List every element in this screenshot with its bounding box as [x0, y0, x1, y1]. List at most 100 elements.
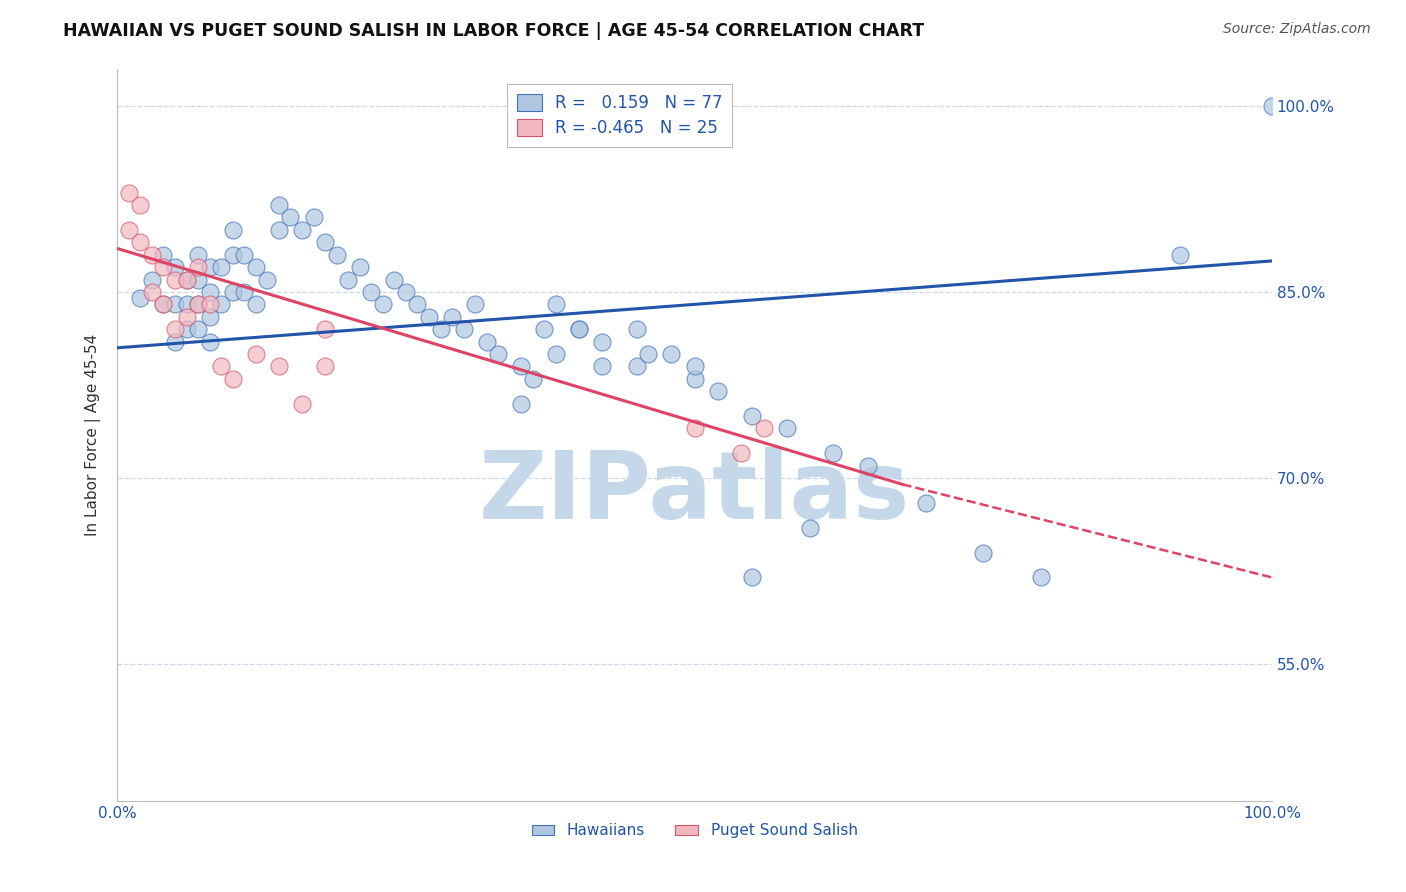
Point [198, 334, 221, 349]
Point [245, 297, 267, 311]
Point [382, 272, 405, 286]
Point [118, 186, 141, 200]
Point [187, 248, 209, 262]
Point [222, 372, 245, 386]
Point [163, 297, 186, 311]
Point [233, 285, 256, 299]
Y-axis label: In Labor Force | Age 45-54: In Labor Force | Age 45-54 [86, 334, 101, 536]
Point [176, 272, 198, 286]
Point [626, 322, 648, 336]
Point [683, 372, 706, 386]
Point [349, 260, 371, 274]
Point [406, 297, 429, 311]
Point [256, 272, 278, 286]
Point [510, 397, 533, 411]
Point [163, 272, 186, 286]
Point [187, 297, 209, 311]
Point [187, 260, 209, 274]
Point [314, 359, 336, 374]
Point [776, 421, 799, 435]
Point [683, 359, 706, 374]
Point [291, 397, 314, 411]
Point [198, 260, 221, 274]
Point [395, 285, 418, 299]
Point [325, 248, 347, 262]
Text: ZIPatlas: ZIPatlas [479, 447, 910, 540]
Point [187, 297, 209, 311]
Point [129, 198, 152, 212]
Point [187, 272, 209, 286]
Point [568, 322, 591, 336]
Point [141, 272, 163, 286]
Point [118, 223, 141, 237]
Point [222, 248, 245, 262]
Point [152, 297, 174, 311]
Point [441, 310, 464, 324]
Point [176, 272, 198, 286]
Point [267, 359, 290, 374]
Point [799, 521, 821, 535]
Point [302, 211, 325, 225]
Point [661, 347, 683, 361]
Point [198, 310, 221, 324]
Point [914, 496, 936, 510]
Point [1261, 99, 1284, 113]
Point [314, 322, 336, 336]
Point [418, 310, 440, 324]
Point [209, 359, 232, 374]
Point [198, 297, 221, 311]
Point [637, 347, 659, 361]
Point [706, 384, 728, 399]
Point [222, 285, 245, 299]
Point [141, 285, 163, 299]
Point [360, 285, 382, 299]
Point [152, 248, 174, 262]
Point [163, 334, 186, 349]
Text: Source: ZipAtlas.com: Source: ZipAtlas.com [1223, 22, 1371, 37]
Point [222, 223, 245, 237]
Point [337, 272, 360, 286]
Point [209, 260, 232, 274]
Point [163, 260, 186, 274]
Point [741, 409, 763, 423]
Point [245, 347, 267, 361]
Point [280, 211, 302, 225]
Point [591, 334, 613, 349]
Point [176, 322, 198, 336]
Point [129, 291, 152, 305]
Point [626, 359, 648, 374]
Point [510, 359, 533, 374]
Point [141, 248, 163, 262]
Point [486, 347, 509, 361]
Point [176, 297, 198, 311]
Point [533, 322, 555, 336]
Legend: Hawaiians, Puget Sound Salish: Hawaiians, Puget Sound Salish [526, 817, 863, 845]
Point [314, 235, 336, 250]
Point [163, 322, 186, 336]
Point [568, 322, 591, 336]
Point [683, 421, 706, 435]
Point [267, 198, 290, 212]
Point [371, 297, 394, 311]
Point [1168, 248, 1191, 262]
Point [972, 546, 994, 560]
Point [209, 297, 232, 311]
Point [823, 446, 845, 460]
Point [730, 446, 752, 460]
Point [429, 322, 451, 336]
Point [453, 322, 475, 336]
Point [544, 347, 567, 361]
Point [544, 297, 567, 311]
Point [464, 297, 486, 311]
Point [233, 248, 256, 262]
Point [475, 334, 498, 349]
Text: HAWAIIAN VS PUGET SOUND SALISH IN LABOR FORCE | AGE 45-54 CORRELATION CHART: HAWAIIAN VS PUGET SOUND SALISH IN LABOR … [63, 22, 924, 40]
Point [741, 570, 763, 584]
Point [591, 359, 613, 374]
Point [291, 223, 314, 237]
Point [198, 285, 221, 299]
Point [152, 297, 174, 311]
Point [187, 322, 209, 336]
Point [1029, 570, 1052, 584]
Point [152, 260, 174, 274]
